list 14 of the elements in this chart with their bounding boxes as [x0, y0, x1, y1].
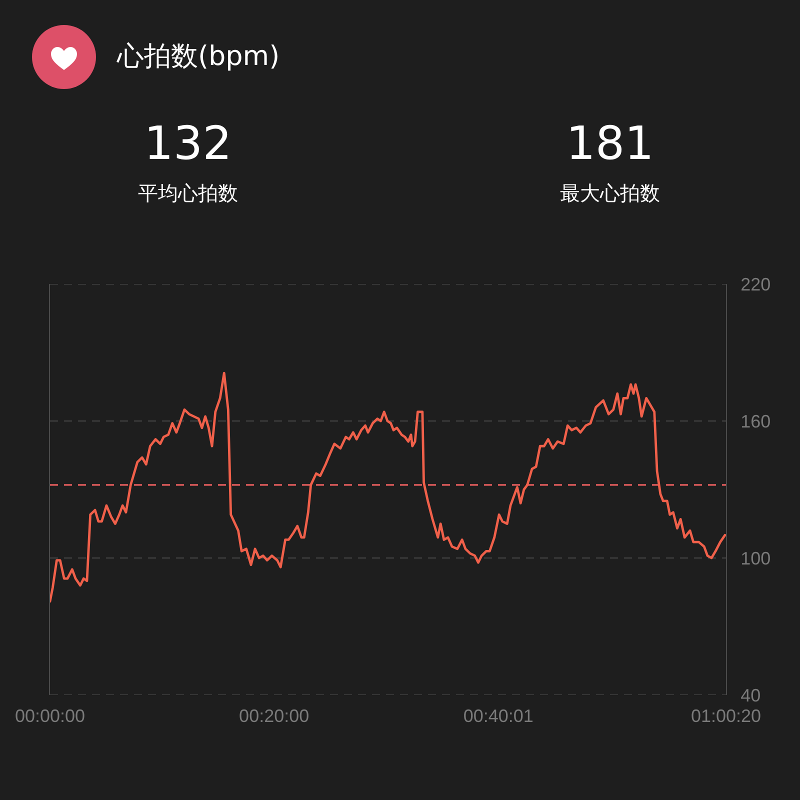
x-tick-label: 00:20:00	[239, 706, 310, 726]
y-tick-label: 40	[740, 685, 761, 706]
x-tick-label: 01:00:20	[690, 706, 762, 726]
x-tick-label: 00:40:01	[463, 706, 534, 726]
y-tick-label: 100	[740, 548, 771, 568]
text: 最大心拍数	[560, 180, 660, 207]
text: 平均心拍数	[138, 180, 238, 207]
x-tick-label: 00:00:00	[14, 706, 86, 726]
y-tick-label: 160	[740, 411, 771, 432]
chart-title: 心拍数(bpm)	[117, 40, 280, 74]
line-series	[50, 372, 726, 603]
y-tick-label: 220	[740, 274, 771, 294]
text: 181	[566, 116, 654, 170]
text: 132	[144, 116, 232, 170]
